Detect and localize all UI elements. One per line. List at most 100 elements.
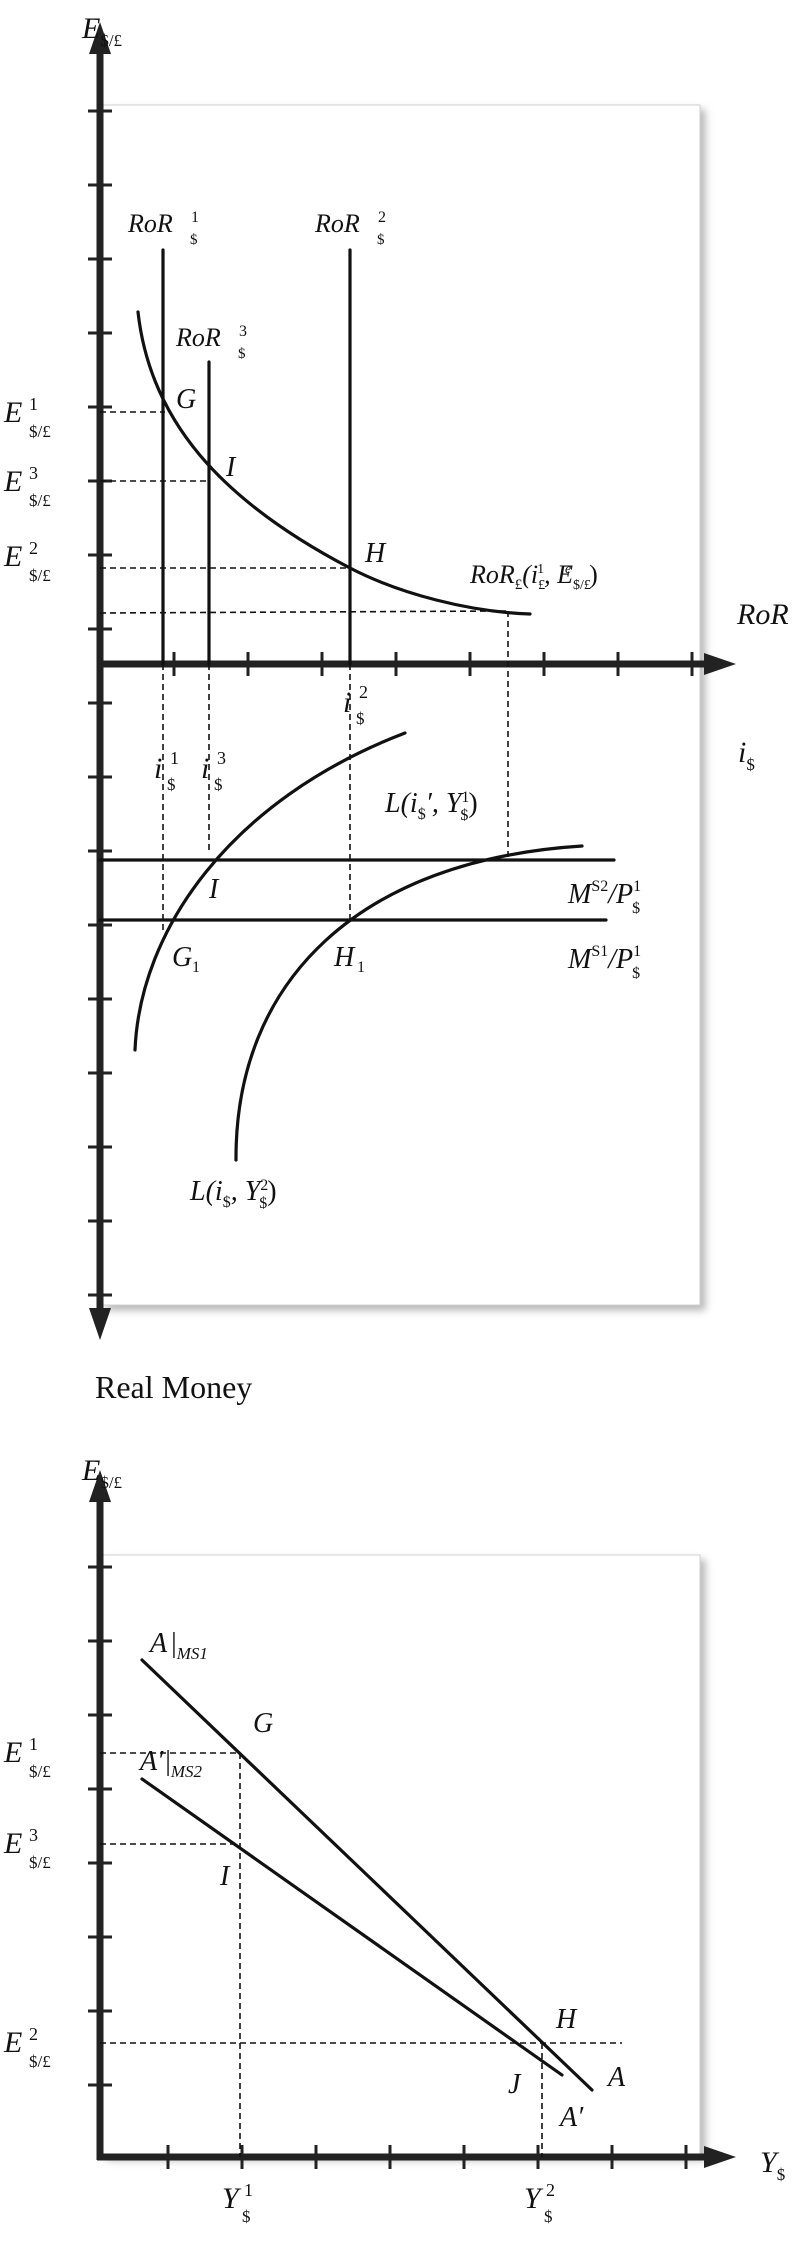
top-x-arrow	[704, 653, 736, 675]
i3-label: i 3 $	[201, 748, 226, 794]
svg-text:1: 1	[192, 959, 200, 976]
svg-text:$: $	[238, 346, 246, 362]
bottom-panel-frame	[101, 1554, 701, 2156]
svg-text:E: E	[3, 540, 22, 573]
svg-text:$/£: $/£	[29, 2052, 51, 2071]
svg-text:E: E	[3, 396, 22, 429]
svg-text:RoR£(i£1, E$/£e): RoR£(i£1, E$/£e)	[469, 560, 598, 593]
top-y-arrow-up	[89, 22, 111, 54]
bottom-e3-label: E 3 $/£	[3, 1825, 51, 1872]
top-x-axis-label-ror: RoR	[736, 598, 789, 631]
point-g-label: G	[176, 384, 196, 415]
svg-text:RoR: RoR	[314, 209, 360, 238]
svg-text:2: 2	[29, 2024, 38, 2044]
ror2-label: RoR 2 $	[314, 209, 386, 248]
top-panel-frame	[101, 104, 701, 1306]
svg-text:$/£: $/£	[29, 1853, 51, 1872]
bottom-y-axis-label: E$/£	[81, 1454, 122, 1492]
svg-text:$/£: $/£	[29, 491, 51, 510]
bottom-x-ticks	[166, 2145, 688, 2169]
svg-text:2: 2	[29, 538, 38, 558]
svg-text:$: $	[242, 2207, 251, 2226]
svg-text:1: 1	[170, 748, 179, 768]
ror-pound-label: RoR£(i£1, E$/£e)	[469, 560, 598, 593]
bottom-point-i-label: I	[219, 1861, 231, 1892]
svg-text:H: H	[333, 942, 356, 973]
svg-text:Y: Y	[524, 2182, 544, 2215]
svg-text:$: $	[214, 775, 223, 794]
ror3-label: RoR 3 $	[175, 323, 247, 362]
point-h-label: H	[364, 538, 387, 569]
bottom-point-h-label: H	[555, 2004, 578, 2035]
svg-text:2: 2	[546, 2180, 555, 2200]
i2-label: i 2 $	[343, 682, 368, 728]
bottom-point-g-label: G	[253, 1708, 273, 1739]
svg-text:1: 1	[357, 959, 365, 976]
svg-text:Y: Y	[222, 2182, 242, 2215]
svg-text:$/£: $/£	[29, 566, 51, 585]
bottom-x-axis-label: Y$	[760, 2146, 785, 2184]
svg-text:RoR: RoR	[127, 209, 173, 238]
svg-text:RoR: RoR	[175, 323, 221, 352]
top-e3-label: E 3 $/£	[3, 463, 51, 510]
svg-text:$: $	[167, 775, 176, 794]
svg-text:E: E	[3, 2026, 22, 2059]
svg-text:3: 3	[29, 1825, 38, 1845]
top-y-ticks	[88, 109, 112, 1297]
l1-label: L(i$′, Y1 $)	[384, 788, 478, 824]
h1-label: H 1	[333, 942, 365, 976]
svg-text:1: 1	[29, 394, 38, 414]
bottom-x-arrow	[704, 2146, 736, 2168]
bottom-y-ticks	[88, 1565, 112, 2087]
a-ms2-line	[140, 1777, 564, 2077]
top-e2-label: E 2 $/£	[3, 538, 51, 585]
svg-text:$: $	[544, 2207, 553, 2226]
money-point-i-label: I	[208, 874, 220, 905]
svg-text:E: E	[3, 1827, 22, 1860]
i1-label: i 1 $	[154, 748, 179, 794]
svg-text:1: 1	[244, 2180, 253, 2200]
svg-text:1: 1	[191, 209, 199, 226]
l1-curve	[133, 731, 407, 1052]
bottom-point-ap-end-label: A′	[558, 2102, 584, 2133]
ror1-label: RoR 1 $	[127, 209, 199, 248]
e-low-dashed-guide	[99, 610, 509, 614]
real-money-label: Real Money	[95, 1369, 252, 1405]
bottom-point-a-end-label: A	[606, 2062, 626, 2093]
a-ms1-line	[140, 1658, 594, 2092]
ms2-label: MS2/P1 $	[567, 878, 641, 917]
svg-text:$: $	[356, 709, 365, 728]
y2-label: Y 2 $	[524, 2180, 555, 2226]
point-i-label: I	[225, 452, 237, 483]
svg-text:i: i	[154, 752, 162, 785]
top-panel: E$/£ RoR i$ Real Money E 1 $/£ E 3 $/£ E…	[3, 12, 789, 1405]
svg-text:E: E	[3, 1736, 22, 1769]
svg-text:$: $	[190, 232, 198, 248]
top-e1-label: E 1 $/£	[3, 394, 51, 441]
svg-text:3: 3	[29, 463, 38, 483]
bottom-e1-label: E 1 $/£	[3, 1734, 51, 1781]
svg-text:2: 2	[359, 682, 368, 702]
top-x-axis-label-i: i$	[738, 736, 755, 774]
bottom-y-arrow-up	[89, 1470, 111, 1502]
ms1-label: MS1/P1 $	[567, 943, 641, 982]
svg-text:2: 2	[378, 209, 386, 226]
svg-text:i: i	[343, 686, 351, 719]
svg-text:$: $	[377, 232, 385, 248]
a-ms1-label: A |MS1	[148, 1628, 208, 1663]
top-y-arrow-down	[89, 1308, 111, 1340]
svg-text:3: 3	[217, 748, 226, 768]
bottom-e2-label: E 2 $/£	[3, 2024, 51, 2071]
l2-label: L(i$, Y2 $)	[189, 1176, 277, 1212]
y1-label: Y 1 $	[222, 2180, 253, 2226]
svg-text:3: 3	[239, 323, 247, 340]
a-ms2-label: A′|MS2	[138, 1746, 203, 1781]
svg-text:1: 1	[29, 1734, 38, 1754]
bottom-point-j-label: J	[508, 2069, 522, 2100]
svg-text:G: G	[172, 942, 192, 973]
l2-curve	[234, 844, 584, 1162]
ror-pound-curve	[136, 310, 532, 616]
bottom-panel: E$/£ Y$ E 1 $/£ E 3 $/£ E 2 $/£ Y 1 $ Y …	[3, 1454, 785, 2226]
top-x-ticks	[172, 652, 694, 676]
